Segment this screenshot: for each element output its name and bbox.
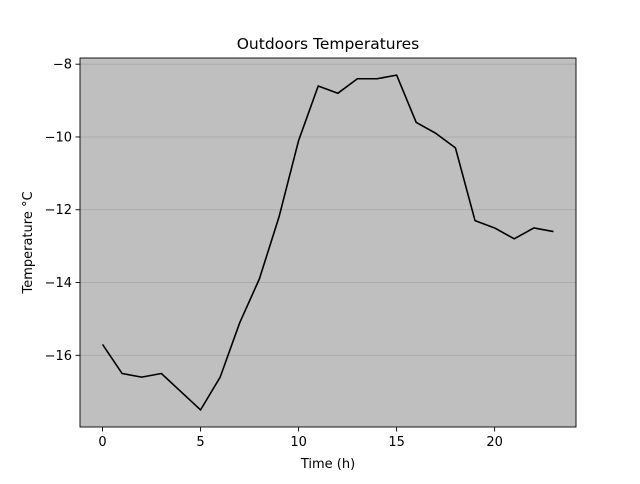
- x-tick-label: 10: [290, 435, 307, 450]
- y-axis-title: Temperature °C: [21, 191, 36, 294]
- series-layer: [101, 74, 554, 411]
- y-tick-label: −14: [45, 276, 72, 291]
- x-tick-label: 5: [196, 435, 204, 450]
- y-tick-label: −10: [45, 130, 72, 145]
- x-axis-title: Time (h): [300, 457, 355, 472]
- y-gridlines: [80, 63, 576, 356]
- x-tick-label: 20: [486, 435, 503, 450]
- x-tick-label: 15: [388, 435, 405, 450]
- y-tick-label: −12: [45, 203, 72, 218]
- temperature-line: [101, 74, 554, 411]
- x-axis: 0 5 10 15 20: [98, 427, 503, 450]
- x-tick-label: 0: [98, 435, 106, 450]
- chart-title: Outdoors Temperatures: [237, 35, 420, 53]
- y-axis: −16 −14 −12 −10 −8: [45, 58, 80, 364]
- plot-area: [80, 58, 576, 427]
- plot-frame: [79, 57, 577, 428]
- y-tick-label: −8: [53, 58, 72, 73]
- y-tick-label: −16: [45, 349, 72, 364]
